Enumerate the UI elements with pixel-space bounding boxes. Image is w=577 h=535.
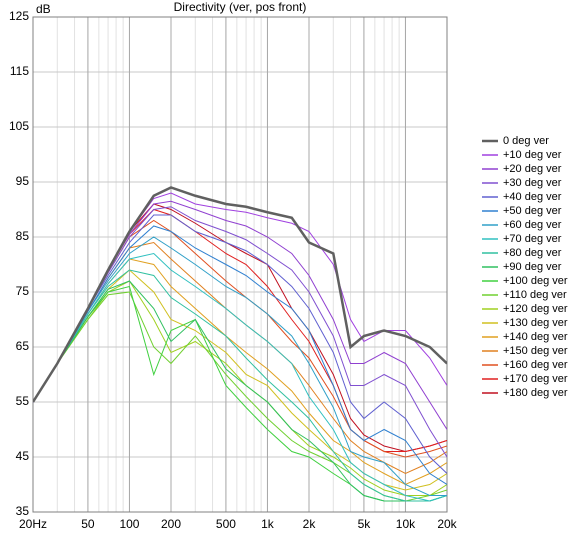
legend-label: +150 deg ver <box>503 345 568 357</box>
x-tick-label: 10k <box>396 517 416 531</box>
series-line <box>33 219 447 458</box>
legend-label: +70 deg ver <box>503 233 562 245</box>
legend-label: +50 deg ver <box>503 205 562 217</box>
y-tick-label: 115 <box>10 64 29 78</box>
legend-label: +180 deg ver <box>503 387 568 399</box>
x-tick-label: 50 <box>81 517 95 531</box>
plot-border <box>32 16 448 513</box>
x-tick-label: 2k <box>303 517 317 531</box>
x-tick-label: 100 <box>119 517 139 531</box>
legend-label: +170 deg ver <box>503 373 568 385</box>
x-tick-label: 20k <box>437 517 457 531</box>
series-line <box>33 225 447 485</box>
legend-label: +40 deg ver <box>503 191 562 203</box>
chart-title: Directivity (ver, pos front) <box>174 0 307 14</box>
y-axis-label: dB <box>36 2 51 16</box>
series-line <box>33 200 447 430</box>
legend-label: +100 deg ver <box>503 275 568 287</box>
legend-label: +20 deg ver <box>503 163 562 175</box>
legend-label: 0 deg ver <box>503 135 549 147</box>
series-line <box>33 214 447 474</box>
series-line <box>33 236 447 496</box>
y-tick-label: 75 <box>16 284 30 298</box>
legend-label: +140 deg ver <box>503 331 568 343</box>
x-tick-label: 200 <box>161 517 181 531</box>
legend-label: +80 deg ver <box>503 247 562 259</box>
legend-label: +10 deg ver <box>503 149 562 161</box>
legend-label: +120 deg ver <box>503 303 568 315</box>
y-tick-label: 55 <box>16 394 30 408</box>
x-tick-label: 500 <box>216 517 236 531</box>
y-tick-label: 45 <box>16 449 30 463</box>
series-line <box>33 241 447 475</box>
x-tick-label: 1k <box>261 517 275 531</box>
y-tick-label: 35 <box>16 504 30 518</box>
series-line <box>33 206 447 458</box>
y-tick-label: 95 <box>16 174 30 188</box>
legend-label: +110 deg ver <box>503 289 567 301</box>
legend-label: +160 deg ver <box>503 359 568 371</box>
legend-label: +60 deg ver <box>503 219 562 231</box>
series-line <box>33 186 447 403</box>
legend-label: +130 deg ver <box>503 317 568 329</box>
y-tick-label: 125 <box>9 9 29 23</box>
series-line <box>33 269 447 502</box>
series-line <box>33 280 447 502</box>
y-tick-label: 105 <box>9 119 29 133</box>
x-tick-label: 20Hz <box>19 517 47 531</box>
legend-label: +30 deg ver <box>503 177 562 189</box>
x-tick-label: 5k <box>358 517 372 531</box>
series-line <box>33 291 447 502</box>
series-line <box>33 252 447 502</box>
series-line <box>33 203 447 453</box>
legend-label: +90 deg ver <box>503 261 562 273</box>
y-tick-label: 65 <box>16 339 30 353</box>
series-line <box>33 285 447 502</box>
y-tick-label: 85 <box>16 229 30 243</box>
